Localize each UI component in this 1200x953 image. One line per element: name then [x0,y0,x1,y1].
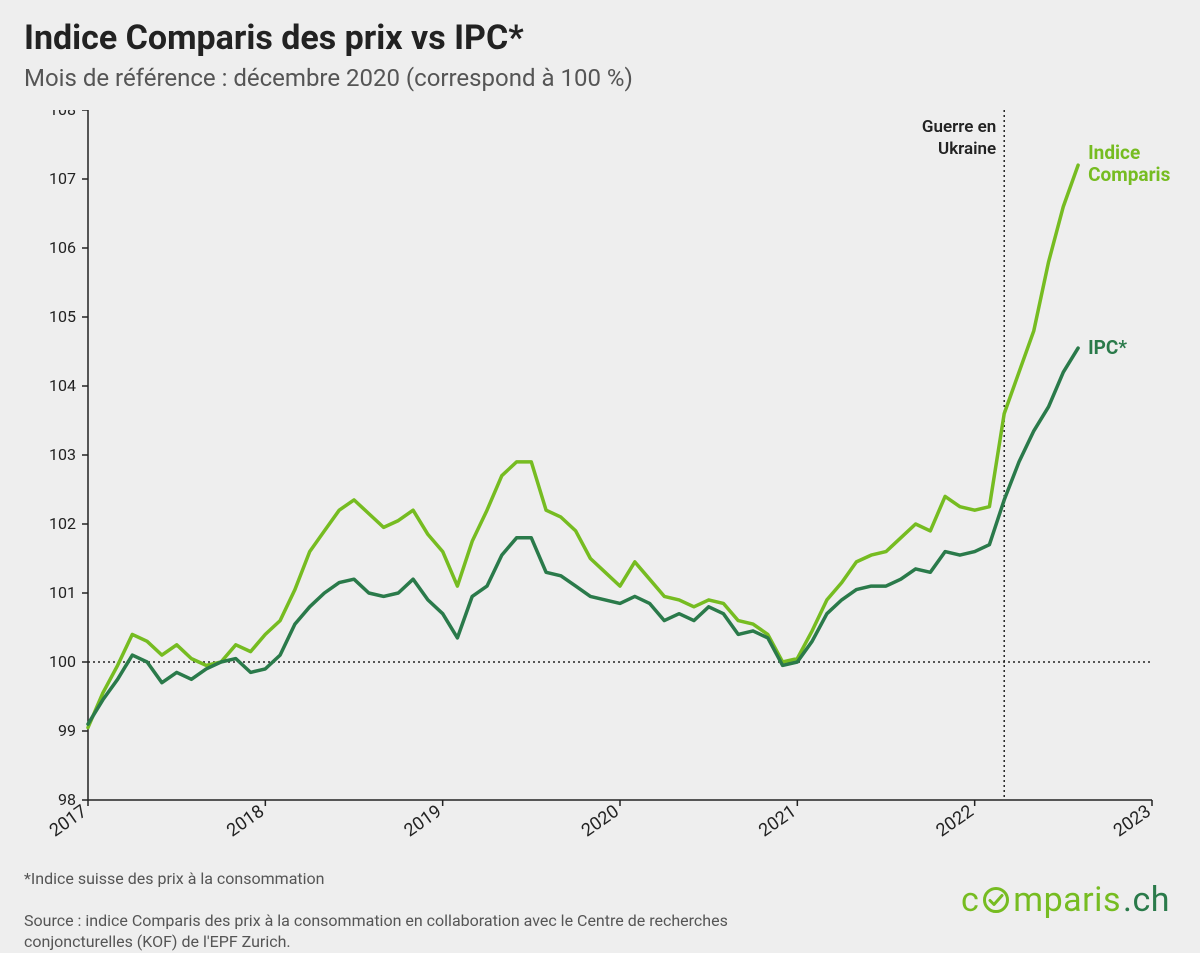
brand-suffix: .ch [1123,880,1170,920]
svg-text:IPC*: IPC* [1088,336,1127,359]
svg-text:102: 102 [49,514,76,533]
svg-text:101: 101 [49,583,76,602]
svg-text:2019: 2019 [400,801,445,841]
svg-text:99: 99 [58,721,76,740]
footnote-definition: *Indice suisse des prix à la consommatio… [24,868,744,890]
svg-text:2022: 2022 [932,801,977,841]
line-chart: 9899100101102103104105106107108201720182… [24,110,1176,850]
checkmark-circle-icon [982,886,1010,914]
svg-text:2023: 2023 [1110,801,1155,841]
svg-text:Ukraine: Ukraine [938,139,996,159]
svg-text:Comparis: Comparis [1088,163,1170,186]
chart-area: 9899100101102103104105106107108201720182… [24,110,1176,854]
svg-text:Indice: Indice [1088,141,1140,164]
footnote-source: Source : indice Comparis des prix à la c… [24,910,744,953]
chart-subtitle: Mois de référence : décembre 2020 (corre… [24,64,1176,92]
svg-text:103: 103 [49,445,76,464]
svg-text:105: 105 [49,307,76,326]
svg-text:107: 107 [49,169,76,188]
brand-pre: c [961,880,979,920]
svg-text:100: 100 [49,652,76,671]
svg-text:104: 104 [49,376,76,395]
brand-post: mparis [1013,880,1121,920]
svg-text:108: 108 [49,110,76,119]
chart-title: Indice Comparis des prix vs IPC* [24,18,1176,58]
svg-text:106: 106 [49,238,76,257]
brand-logo: c mparis .ch [961,880,1170,920]
svg-text:Guerre en: Guerre en [922,117,996,137]
svg-text:2020: 2020 [578,801,623,841]
svg-text:2021: 2021 [755,801,800,841]
svg-text:2018: 2018 [223,801,268,841]
